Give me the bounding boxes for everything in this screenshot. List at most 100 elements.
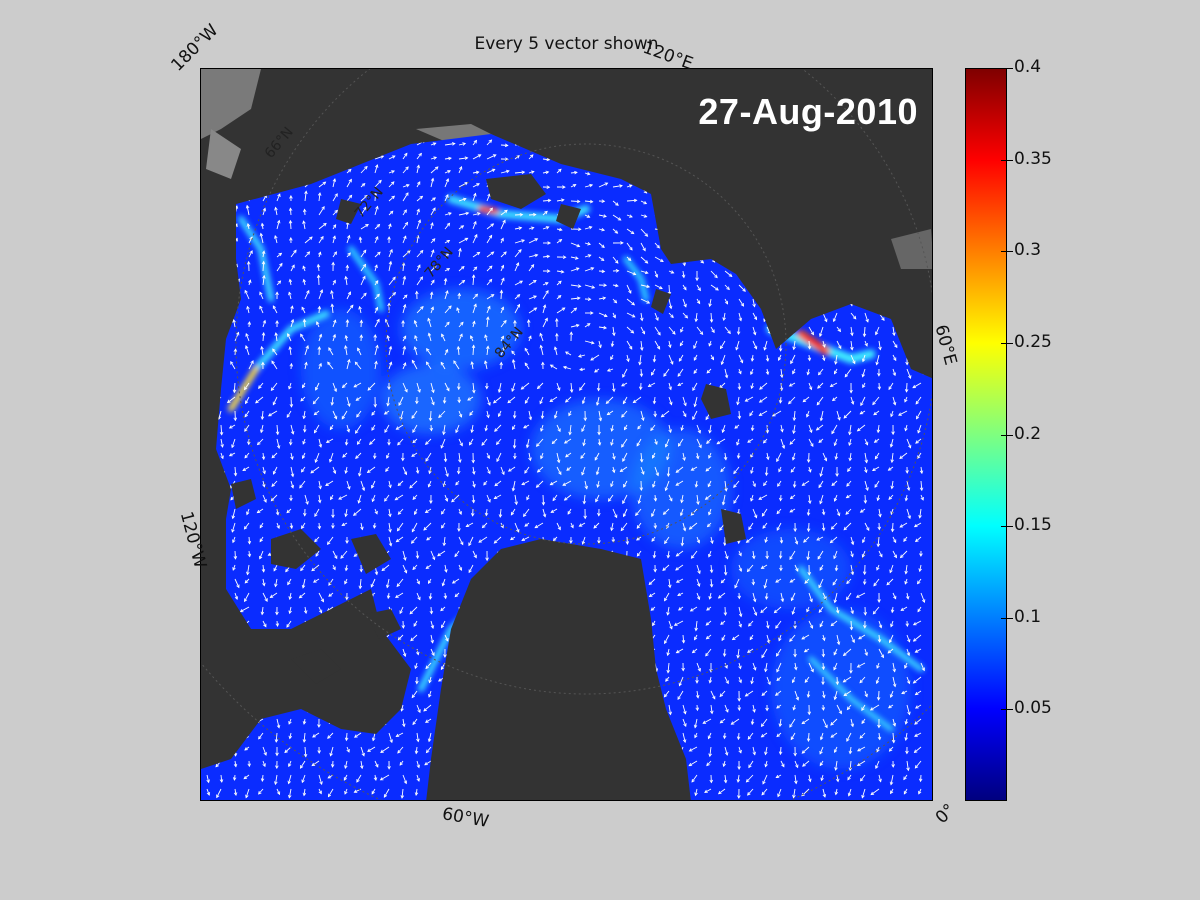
drift-vector-head xyxy=(562,482,566,486)
drift-vector-head xyxy=(777,357,782,361)
drift-vector-head xyxy=(507,468,512,472)
drift-vector xyxy=(260,233,264,244)
drift-vector-head xyxy=(727,330,731,335)
drift-vector xyxy=(738,382,741,390)
drift-vector xyxy=(443,480,446,487)
drift-vector-head xyxy=(890,413,894,418)
drift-vector-head xyxy=(579,367,583,372)
drift-vector xyxy=(218,410,222,420)
drift-vector-head xyxy=(810,331,814,336)
drift-vector xyxy=(565,396,572,403)
drift-vector-head xyxy=(581,471,585,476)
drift-vector xyxy=(912,382,922,389)
drift-vector xyxy=(693,368,698,374)
drift-vector xyxy=(564,438,572,444)
drift-vector xyxy=(537,466,544,473)
drift-vector-head xyxy=(778,348,783,352)
drift-vector-head xyxy=(846,483,850,487)
drift-vector-head xyxy=(476,251,481,256)
drift-vector xyxy=(654,466,659,476)
drift-vector-head xyxy=(261,260,266,265)
drift-vector-head xyxy=(438,414,442,419)
drift-vector-head xyxy=(301,525,305,530)
drift-vector-head xyxy=(388,528,392,533)
drift-vector-head xyxy=(876,429,881,434)
drift-vector-head xyxy=(864,459,869,464)
drift-vector xyxy=(724,550,729,559)
drift-vector xyxy=(524,362,530,370)
drift-vector-head xyxy=(302,440,306,445)
drift-vector xyxy=(584,284,595,289)
drift-vector-head xyxy=(690,555,695,559)
drift-vector-head xyxy=(451,142,456,146)
drift-vector-head xyxy=(546,254,551,259)
drift-vector xyxy=(906,382,908,392)
drift-vector-head xyxy=(512,415,517,419)
drift-vector-head xyxy=(822,357,826,362)
drift-vector-head xyxy=(472,320,476,325)
drift-vector-head xyxy=(488,265,493,270)
drift-vector xyxy=(580,452,586,459)
drift-vector-head xyxy=(561,307,566,311)
drift-vector xyxy=(807,550,810,560)
drift-vector-head xyxy=(835,473,839,477)
drift-vector xyxy=(570,307,577,314)
drift-vector-head xyxy=(792,346,796,351)
drift-vector-head xyxy=(747,439,751,443)
drift-vector-head xyxy=(470,513,475,517)
drift-vector-head xyxy=(388,513,392,518)
drift-vector xyxy=(331,396,334,406)
drift-vector xyxy=(668,354,674,365)
drift-vector-head xyxy=(848,457,853,462)
drift-vector-head xyxy=(625,541,630,545)
drift-vector-head xyxy=(709,319,714,323)
drift-vector-head xyxy=(823,457,828,462)
drift-vector-head xyxy=(311,567,315,572)
drift-vector xyxy=(458,410,462,418)
drift-vector-head xyxy=(513,319,517,324)
drift-vector xyxy=(514,239,525,244)
drift-vector xyxy=(612,536,614,543)
drift-vector-head xyxy=(653,497,658,502)
drift-vector-head xyxy=(322,181,327,186)
drift-vector xyxy=(864,340,868,347)
drift-vector-head xyxy=(903,538,907,542)
drift-vector-head xyxy=(736,401,740,406)
drift-vector-head xyxy=(662,511,667,515)
drift-vector xyxy=(668,326,676,335)
drift-vector-head xyxy=(416,164,420,169)
drift-vector-head xyxy=(622,374,626,378)
drift-vector xyxy=(789,438,796,445)
drift-vector-head xyxy=(850,332,854,337)
drift-vector xyxy=(761,564,768,569)
drift-vector-head xyxy=(259,524,264,529)
drift-vector xyxy=(758,494,768,500)
drift-vector xyxy=(836,410,841,421)
drift-vector xyxy=(416,219,421,230)
drift-vector-head xyxy=(584,485,588,490)
drift-vector-head xyxy=(355,455,359,459)
drift-vector-head xyxy=(423,526,427,531)
drift-vector xyxy=(816,536,824,541)
drift-vector xyxy=(790,494,796,500)
drift-vector xyxy=(500,466,505,475)
drift-vector-head xyxy=(376,318,380,323)
drift-vector-head xyxy=(889,443,894,448)
drift-vector xyxy=(610,480,614,487)
drift-vector-head xyxy=(789,509,794,513)
drift-vector xyxy=(584,200,593,203)
drift-vector-head xyxy=(630,230,635,235)
drift-vector xyxy=(807,508,810,516)
drift-vector-head xyxy=(392,292,397,296)
drift-vector xyxy=(430,424,432,431)
drift-vector xyxy=(374,293,380,300)
drift-vector-head xyxy=(643,214,648,218)
drift-vector-head xyxy=(636,553,641,557)
drift-vector-head xyxy=(220,444,224,448)
drift-vector xyxy=(570,297,580,300)
drift-vector xyxy=(710,284,719,291)
drift-vector xyxy=(355,452,362,459)
drift-vector-head xyxy=(362,275,366,280)
drift-vector xyxy=(763,340,768,351)
